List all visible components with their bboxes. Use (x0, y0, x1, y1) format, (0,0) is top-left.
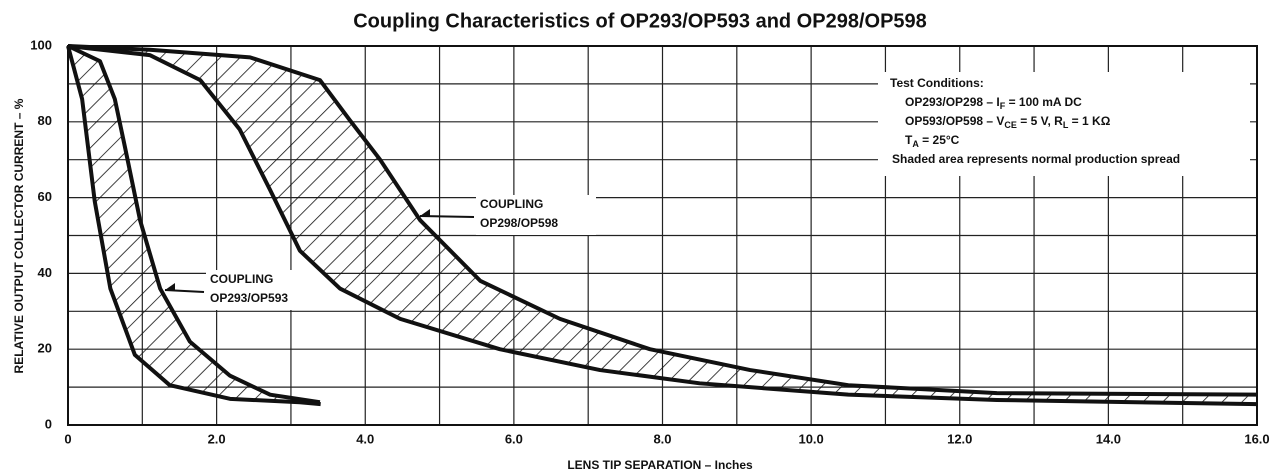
y-tick-label: 40 (38, 265, 52, 280)
x-tick-label: 14.0 (1096, 431, 1121, 446)
x-tick-label: 10.0 (798, 431, 823, 446)
note-line: Shaded area represents normal production… (892, 152, 1180, 166)
label-bg (206, 270, 326, 310)
note-text: = 100 mA DC (1005, 95, 1082, 109)
band-upper (67, 44, 321, 405)
y-tick-label: 0 (45, 416, 52, 431)
note-text: T (905, 133, 913, 147)
band-fill (68, 46, 321, 405)
x-tick-label: 0 (64, 431, 71, 446)
note-line: OP293/OP298 – IF = 100 mA DC (905, 95, 1082, 111)
y-tick-label: 100 (30, 37, 52, 52)
arrow-head (165, 283, 175, 291)
band-label: COUPLING (210, 272, 273, 286)
note-text: = 25°C (919, 133, 960, 147)
subscript: F (1000, 101, 1006, 111)
x-axis-label: LENS TIP SEPARATION – Inches (567, 458, 753, 472)
note-text: = 5 V, R (1017, 114, 1063, 128)
arrow-head (420, 209, 430, 217)
band-fill (68, 46, 1257, 405)
note-text: OP293/OP298 – I (905, 95, 1000, 109)
x-tick-label: 4.0 (356, 431, 374, 446)
x-tick-label: 2.0 (208, 431, 226, 446)
x-tick-label: 12.0 (947, 431, 972, 446)
band-label: OP298/OP598 (480, 216, 558, 230)
note-line: OP593/OP598 – VCE = 5 V, RL = 1 KΩ (905, 114, 1111, 130)
x-tick-label: 6.0 (505, 431, 523, 446)
note-line: TA = 25°C (905, 133, 960, 149)
note-heading: Test Conditions: (890, 76, 984, 90)
y-tick-label: 60 (38, 189, 52, 204)
plot-frame (67, 45, 1258, 426)
subscript: CE (1004, 120, 1017, 130)
note-text: = 1 KΩ (1068, 114, 1110, 128)
band-lower (67, 44, 1258, 407)
band-label: OP293/OP593 (210, 291, 288, 305)
band-upper (67, 44, 1258, 397)
chart-title: Coupling Characteristics of OP293/OP593 … (353, 10, 927, 32)
band-label: COUPLING (480, 197, 543, 211)
note-text: Shaded area represents normal production… (892, 152, 1180, 166)
note-box (878, 72, 1250, 176)
x-tick-label: 8.0 (653, 431, 671, 446)
subscript: L (1063, 120, 1069, 130)
y-tick-label: 20 (38, 341, 52, 356)
label-bg (476, 195, 596, 235)
y-tick-label: 80 (38, 113, 52, 128)
note-text: OP593/OP598 – V (905, 114, 1004, 128)
subscript: A (912, 139, 919, 149)
band-lower (66, 45, 321, 407)
y-axis-label: RELATIVE OUTPUT COLLECTOR CURRENT – % (12, 98, 26, 373)
x-tick-label: 16.0 (1244, 431, 1269, 446)
